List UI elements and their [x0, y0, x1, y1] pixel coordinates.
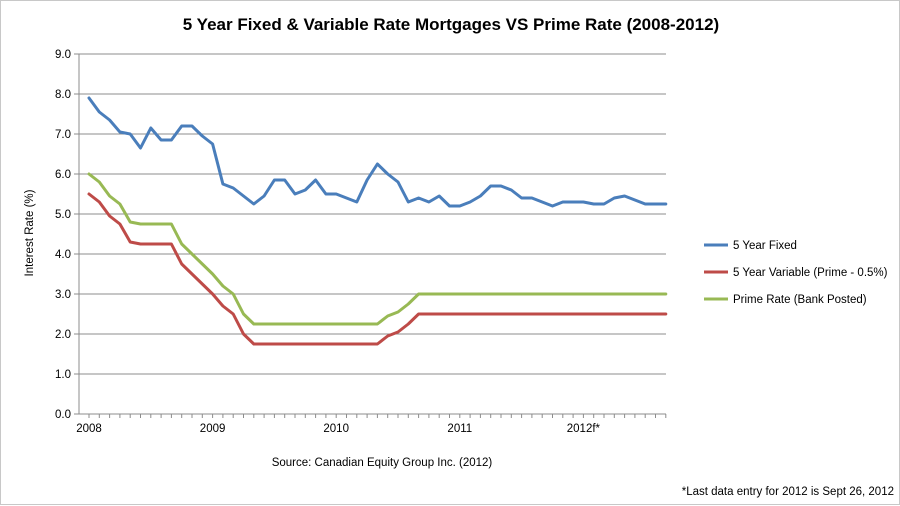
y-tick-label: 1.0 — [55, 369, 71, 381]
y-tick-label: 3.0 — [55, 289, 71, 301]
y-tick-label: 5.0 — [55, 209, 71, 221]
x-axis-label: Source: Canadian Equity Group Inc. (2012… — [272, 457, 493, 469]
x-tick-label: 2012f* — [567, 423, 601, 435]
gridlines — [79, 53, 666, 375]
y-tick-label: 0.0 — [55, 409, 71, 421]
series-line-2 — [87, 192, 668, 346]
x-tick-label: 2009 — [200, 423, 226, 435]
y-tick-label: 9.0 — [55, 49, 71, 61]
axes: 0.0 1.0 2.0 3.0 4.0 5.0 6.0 7.0 8.0 9.0 2008 2009 20… — [55, 49, 667, 435]
legend-label: 5 Year Fixed — [733, 240, 797, 252]
chart-title: 5 Year Fixed & Variable Rate Mortgages V… — [183, 15, 719, 34]
y-tick-label: 6.0 — [55, 169, 71, 181]
y-tick-label: 4.0 — [55, 249, 71, 261]
series-line-3 — [87, 172, 668, 326]
legend-label: 5 Year Variable (Prime - 0.5%) — [733, 267, 888, 279]
series-line-1 — [87, 96, 668, 208]
series-lines — [87, 96, 668, 346]
x-tick-label: 2008 — [76, 423, 102, 435]
y-tick-label: 2.0 — [55, 329, 71, 341]
legend: 5 Year Fixed 5 Year Variable (Prime - 0.5… — [704, 240, 888, 306]
x-tick-label: 2011 — [447, 423, 472, 435]
x-tick-label: 2010 — [323, 423, 349, 435]
y-tick-label: 7.0 — [55, 129, 71, 141]
y-axis-label: Interest Rate (%) — [24, 189, 36, 276]
y-tick-label: 8.0 — [55, 89, 71, 101]
legend-label: Prime Rate (Bank Posted) — [733, 294, 867, 306]
footnote: *Last data entry for 2012 is Sept 26, 20… — [682, 486, 894, 498]
